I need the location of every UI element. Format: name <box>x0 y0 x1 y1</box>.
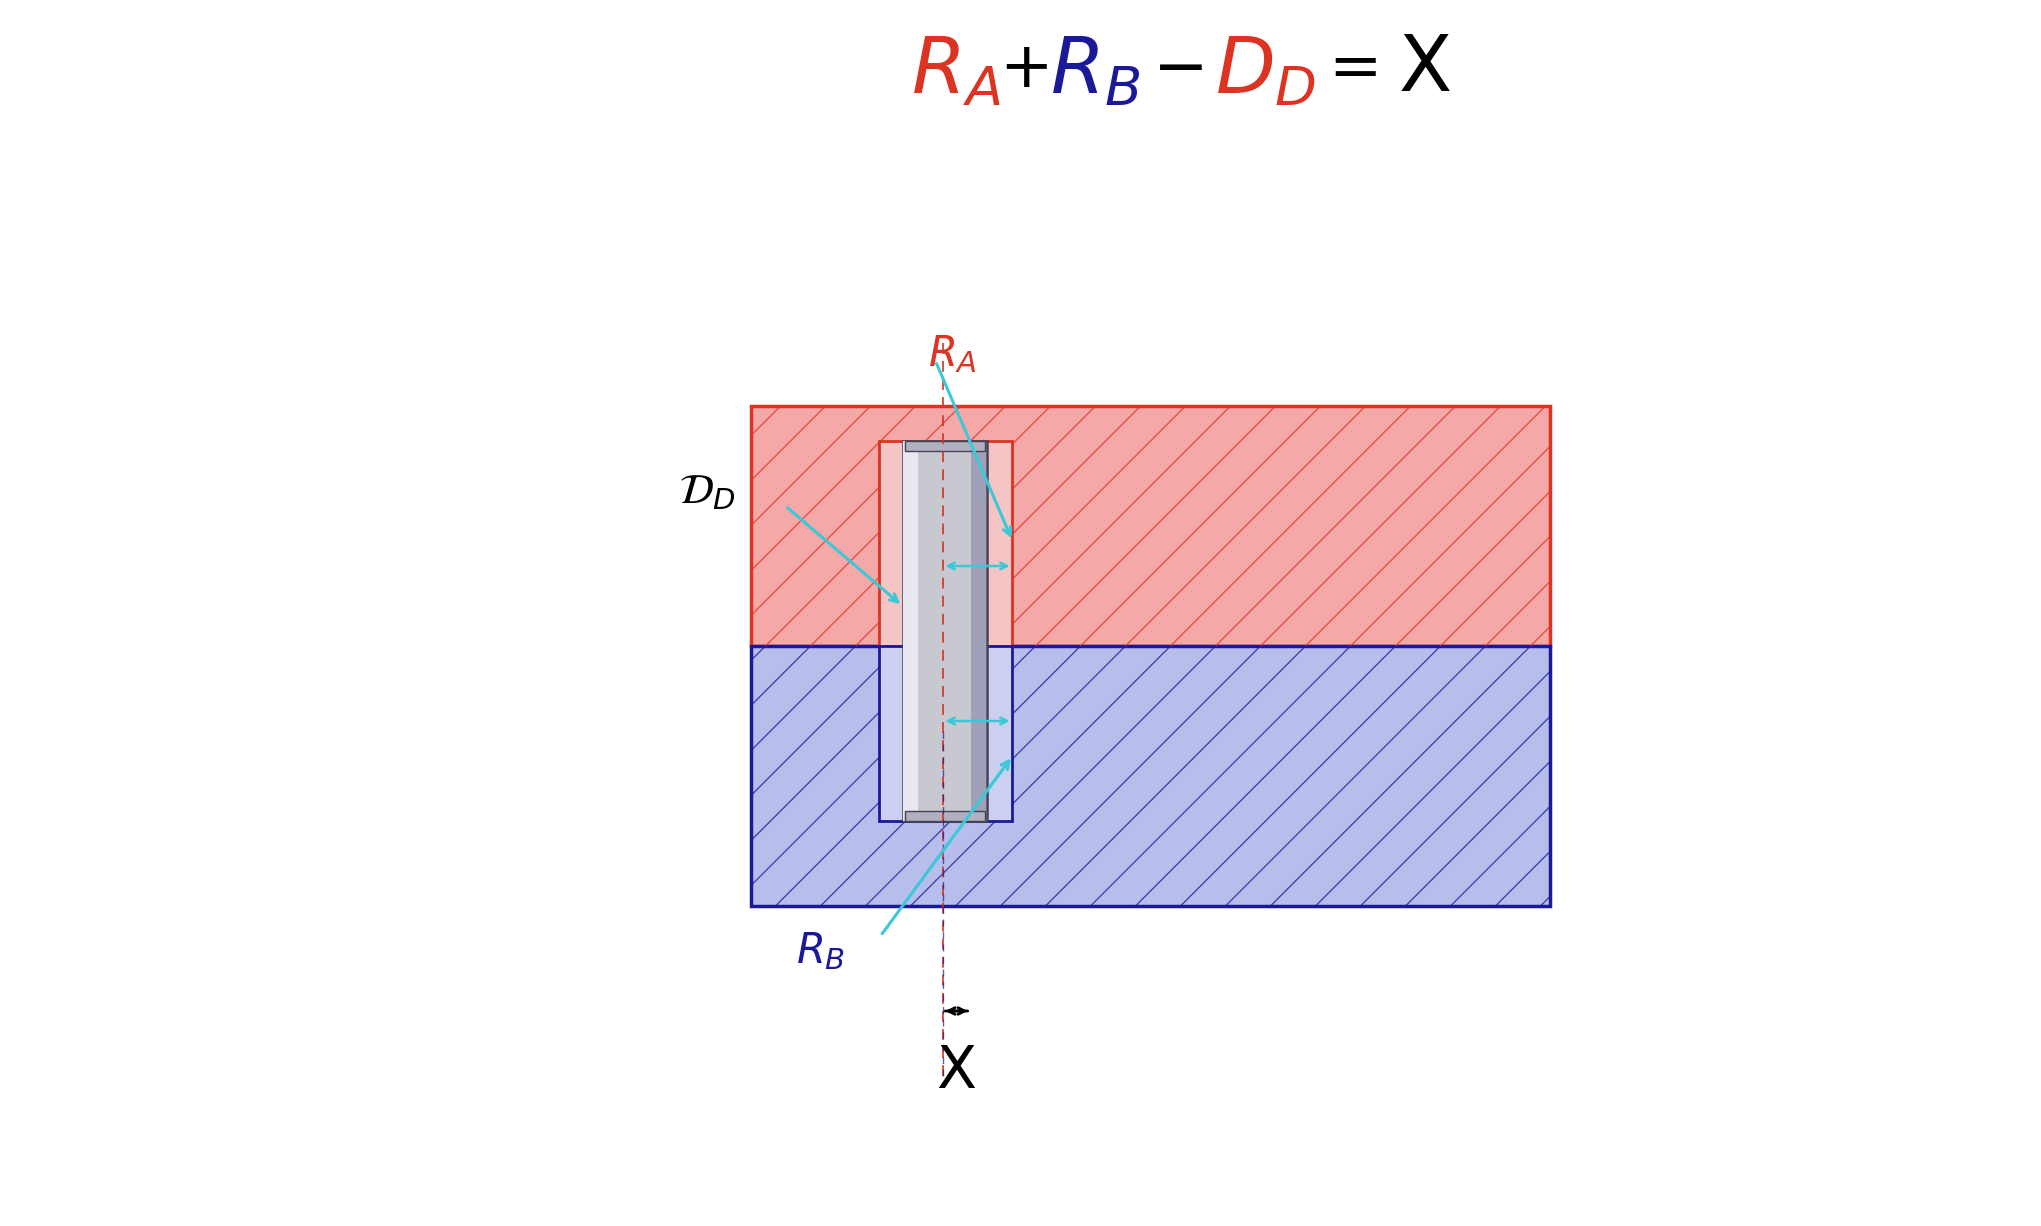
Text: $R_B$: $R_B$ <box>1051 33 1141 109</box>
Bar <box>972 441 986 821</box>
Bar <box>878 441 1012 646</box>
Bar <box>878 646 1012 821</box>
Text: $\mathcal{D}_D$: $\mathcal{D}_D$ <box>680 470 735 512</box>
Text: $R_A$: $R_A$ <box>910 33 1000 109</box>
Text: =: = <box>1329 38 1382 101</box>
Bar <box>751 646 1551 906</box>
Bar <box>902 441 918 821</box>
Bar <box>904 441 984 451</box>
Text: +: + <box>998 38 1053 101</box>
Text: $D_D$: $D_D$ <box>1214 33 1316 109</box>
Text: $R_B$: $R_B$ <box>796 931 845 972</box>
Text: X: X <box>1398 31 1451 107</box>
Bar <box>904 812 984 821</box>
Bar <box>902 441 986 821</box>
Text: $R_A$: $R_A$ <box>929 333 978 375</box>
Bar <box>751 406 1551 646</box>
Text: −: − <box>1153 36 1208 102</box>
Text: X: X <box>937 1042 976 1100</box>
